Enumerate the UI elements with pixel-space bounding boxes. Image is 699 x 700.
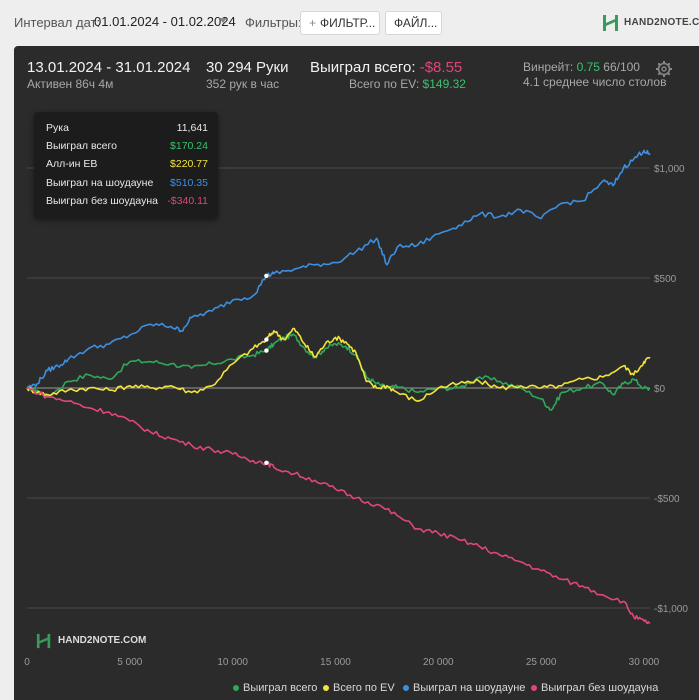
summary-winrate-value: 0.75 xyxy=(576,60,600,74)
legend-item[interactable]: Выиграл всего xyxy=(233,682,317,694)
hover-point xyxy=(264,273,269,278)
summary-won: Выиграл всего: -$8.55 xyxy=(310,59,462,76)
file-button[interactable]: ФАЙЛ... xyxy=(385,11,442,35)
logo-icon xyxy=(603,15,618,31)
legend-label: Выиграл всего xyxy=(243,682,318,694)
x-tick-label: 5 000 xyxy=(117,657,142,668)
legend-swatch xyxy=(323,685,329,692)
tooltip-row: Выиграл всего $170.24 xyxy=(46,140,208,152)
summary-winrate-label: Винрейт: xyxy=(523,60,574,74)
series-line xyxy=(26,387,651,625)
series-line xyxy=(26,333,651,411)
y-tick-label: $0 xyxy=(654,384,666,395)
summary-tables: 4.1 среднее число столов xyxy=(523,75,667,89)
summary-hands: 30 294 Руки xyxy=(206,59,289,76)
hover-markers xyxy=(264,273,269,465)
summary-won-label: Выиграл всего: xyxy=(310,59,416,76)
x-tick-label: 0 xyxy=(24,657,30,668)
file-button-label: ФАЙЛ... xyxy=(394,16,438,30)
tooltip-value: $170.24 xyxy=(170,140,208,152)
interval-label: Интервал дат: xyxy=(14,15,101,30)
x-tick-label: 10 000 xyxy=(217,657,248,668)
x-tick-label: 30 000 xyxy=(629,657,660,668)
y-tick-label: $1,000 xyxy=(654,164,685,175)
series-line xyxy=(27,149,651,389)
legend-label: Выиграл без шоудауна xyxy=(541,682,659,694)
hover-point xyxy=(264,337,269,342)
filter-button[interactable]: + ФИЛЬТР... xyxy=(300,11,380,35)
summary-winrate-tail: 66/100 xyxy=(603,60,640,74)
tooltip-value: 11,641 xyxy=(176,122,208,134)
y-tick-label: $500 xyxy=(654,274,677,285)
chart-series xyxy=(26,149,651,625)
legend-item[interactable]: Выиграл без шоудауна xyxy=(531,682,658,694)
tooltip-label: Выиграл всего xyxy=(46,140,117,152)
watermark-text: HAND2NOTE.COM xyxy=(58,635,147,646)
summary-ev-value: $149.32 xyxy=(422,77,466,91)
tooltip-label: Рука xyxy=(46,122,69,134)
chevron-down-icon[interactable] xyxy=(219,18,227,23)
plus-icon: + xyxy=(309,16,317,30)
tooltip-value: -$340.11 xyxy=(167,195,208,207)
summary-hands-per-hour: 352 рук в час xyxy=(206,77,280,91)
date-range-select[interactable]: 01.01.2024 - 01.02.2024 xyxy=(94,14,236,29)
summary-won-value: -$8.55 xyxy=(419,59,463,76)
x-tick-label: 25 000 xyxy=(526,657,557,668)
x-tick-label: 15 000 xyxy=(320,657,351,668)
logo-text: HAND2NOTE.COM xyxy=(624,17,699,28)
brand-logo: HAND2NOTE.COM xyxy=(602,13,699,33)
summary-date-range: 13.01.2024 - 31.01.2024 xyxy=(27,59,191,76)
legend-swatch xyxy=(403,685,409,692)
logo-icon xyxy=(36,633,51,649)
tooltip-row: Выиграл без шоудауна -$340.11 xyxy=(46,195,208,207)
tooltip-label: Выиграл без шоудауна xyxy=(46,195,158,207)
summary-active: Активен 86ч 4м xyxy=(27,77,114,91)
tooltip-row: Рука 11,641 xyxy=(46,122,208,134)
y-axis: $1,000 $500 $0 -$500 -$1,000 xyxy=(654,164,688,615)
filter-button-label: ФИЛЬТР... xyxy=(320,16,376,30)
summary-ev: Всего по EV: $149.32 xyxy=(349,77,466,91)
tooltip-label: Выиграл на шоудауне xyxy=(46,177,154,189)
legend-item[interactable]: Всего по EV xyxy=(323,682,395,694)
x-axis: 0 5 000 10 000 15 000 20 000 25 000 30 000 xyxy=(24,657,659,668)
tooltip-value: $220.77 xyxy=(170,158,208,170)
legend-label: Выиграл на шоудауне xyxy=(413,682,526,694)
hover-point xyxy=(264,460,269,465)
hover-tooltip: Рука 11,641 Выиграл всего $170.24 Алл-ин… xyxy=(34,112,218,218)
legend-item[interactable]: Выиграл на шоудауне xyxy=(403,682,525,694)
series-line xyxy=(26,327,651,402)
legend-swatch xyxy=(531,685,537,692)
tooltip-label: Алл-ин ЕВ xyxy=(46,158,98,170)
y-tick-label: -$500 xyxy=(654,494,680,505)
legend-swatch xyxy=(233,685,239,692)
hover-point xyxy=(264,348,269,353)
legend-label: Всего по EV xyxy=(333,682,395,694)
y-tick-label: -$1,000 xyxy=(654,604,688,615)
toolbar: Интервал дат: 01.01.2024 - 01.02.2024 Фи… xyxy=(0,0,699,44)
gear-icon[interactable] xyxy=(655,60,673,78)
tooltip-row: Алл-ин ЕВ $220.77 xyxy=(46,158,208,170)
tooltip-row: Выиграл на шоудауне $510.35 xyxy=(46,177,208,189)
filters-label: Фильтры: xyxy=(245,15,302,30)
summary-ev-label: Всего по EV: xyxy=(349,77,420,91)
summary-winrate: Винрейт: 0.75 66/100 xyxy=(523,60,640,74)
x-tick-label: 20 000 xyxy=(423,657,454,668)
tooltip-value: $510.35 xyxy=(170,177,208,189)
